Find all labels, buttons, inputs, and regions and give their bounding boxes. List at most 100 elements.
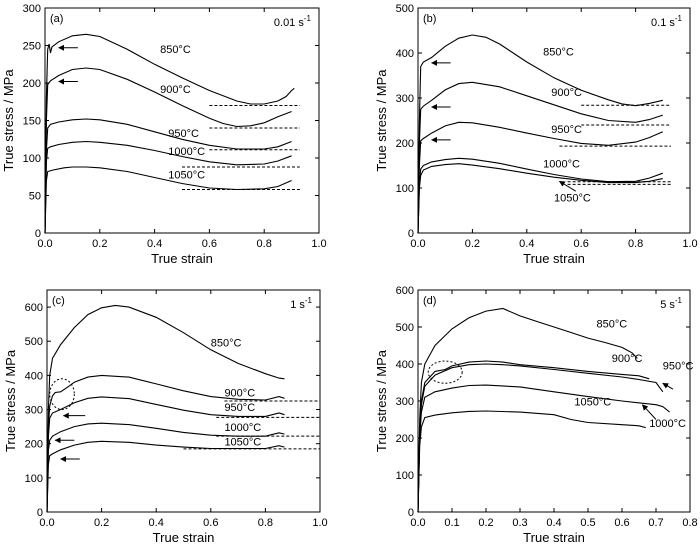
- series-line-1000c: [44, 140, 292, 234]
- x-tick-label: 0.4: [546, 517, 561, 529]
- plot-frame: [46, 289, 321, 513]
- series-label: 950°C: [551, 124, 582, 136]
- y-tick-label: 500: [396, 322, 414, 334]
- x-axis-label: True strain: [151, 251, 213, 266]
- x-tick-label: 0.2: [465, 238, 480, 250]
- series-line-950c: [417, 363, 664, 513]
- x-tick-label: 0.7: [648, 517, 663, 529]
- annotation-arrow: [641, 404, 657, 420]
- x-tick-label: 1.0: [311, 238, 326, 250]
- y-tick-label: 500: [396, 3, 414, 15]
- series-line-1050c: [46, 440, 285, 513]
- series-line-850c: [417, 307, 638, 513]
- x-tick-label: 0.4: [149, 517, 164, 529]
- series-line-900c: [46, 374, 285, 513]
- series-label: 1000°C: [168, 146, 205, 158]
- series-line-1050c: [417, 410, 646, 513]
- series-label: 850°C: [543, 46, 574, 58]
- y-tick-label: 200: [23, 78, 41, 90]
- series-line-950c: [44, 118, 292, 234]
- panel-c: 0.0 0.2 0.4 0.6 0.8 1.0 0 100 200 300 400 500 600 Tru…: [3, 289, 328, 545]
- x-tick-label: 0.0: [37, 238, 52, 250]
- series-line-1050c: [44, 166, 292, 234]
- rate-exponent: -1: [304, 14, 312, 23]
- series-label: 850°C: [597, 319, 628, 331]
- rate-value: 5: [660, 299, 666, 311]
- x-tick-label: 0.8: [628, 238, 643, 250]
- strain-rate-label: 0.1 s-1: [651, 14, 683, 29]
- series-label: 850°C: [160, 44, 191, 56]
- x-tick-label: 0.0: [410, 517, 425, 529]
- series-label: 900°C: [551, 87, 582, 99]
- series-label: 1000°C: [649, 418, 686, 430]
- series-label: 950°C: [224, 402, 255, 414]
- strain-rate-label: 1 s-1: [290, 296, 312, 311]
- series-label: 1050°C: [574, 396, 611, 408]
- series-line-850c: [417, 34, 663, 234]
- y-tick-label: 500: [25, 336, 43, 348]
- y-tick-label: 50: [29, 191, 41, 203]
- x-tick-label: 0.1: [444, 517, 459, 529]
- series-label: 950°C: [663, 361, 694, 373]
- panel-label: (d): [423, 295, 436, 307]
- rate-exponent: -1: [305, 296, 313, 305]
- x-tick-label: 0.4: [147, 238, 162, 250]
- y-tick-label: 100: [25, 473, 43, 485]
- rate-value: 0.01: [274, 17, 295, 29]
- series-line-900c: [417, 81, 663, 234]
- y-tick-label: 250: [23, 41, 41, 53]
- y-tick-label: 400: [396, 359, 414, 371]
- y-axis-label: True stress / MPa: [3, 349, 18, 452]
- y-axis-label: True stress / MPa: [374, 349, 389, 452]
- x-tick-label: 1.0: [682, 238, 697, 250]
- y-tick-label: 400: [25, 370, 43, 382]
- series-line-1000c: [417, 384, 670, 513]
- panel-a: 0.0 0.2 0.4 0.6 0.8 1.0 0 50 100 150 200 250 300 True…: [1, 3, 327, 266]
- x-tick-label: 0.6: [614, 517, 629, 529]
- y-tick-label: 300: [396, 93, 414, 105]
- series-line-850c: [46, 304, 285, 513]
- y-tick-label: 200: [396, 138, 414, 150]
- series-label: 1050°C: [554, 193, 591, 205]
- x-axis-label: True strain: [523, 530, 585, 545]
- series-label: 900°C: [224, 388, 255, 400]
- y-axis-label: True stress / MPa: [374, 69, 389, 172]
- x-tick-label: 0.2: [92, 238, 107, 250]
- x-tick-label: 0.0: [410, 238, 425, 250]
- x-tick-label: 1.0: [312, 517, 327, 529]
- rate-value: 0.1: [651, 17, 666, 29]
- series-line-900c: [44, 67, 292, 234]
- highlight-ellipse: [427, 360, 463, 384]
- y-tick-label: 100: [396, 470, 414, 482]
- series-label: 1050°C: [168, 169, 205, 181]
- series-line-950c: [46, 396, 285, 513]
- series-line-950c: [417, 121, 664, 234]
- plot-frame: [417, 289, 691, 513]
- series-line-850c: [44, 33, 295, 234]
- series-line-1050c: [417, 163, 663, 234]
- y-tick-label: 200: [25, 439, 43, 451]
- y-tick-label: 0: [408, 507, 414, 519]
- panel-label: (b): [423, 13, 436, 25]
- y-tick-label: 200: [396, 433, 414, 445]
- x-tick-label: 0.2: [478, 517, 493, 529]
- x-tick-label: 0.6: [203, 517, 218, 529]
- series-label: 900°C: [612, 353, 643, 365]
- rate-unit: s: [298, 17, 304, 29]
- y-tick-label: 300: [25, 405, 43, 417]
- y-tick-label: 150: [23, 116, 41, 128]
- plot-frame: [44, 7, 320, 234]
- y-tick-label: 300: [23, 3, 41, 15]
- series-line-1000c: [417, 157, 663, 234]
- y-tick-label: 300: [396, 396, 414, 408]
- plot-frame: [417, 7, 691, 234]
- y-tick-label: 400: [396, 48, 414, 60]
- rate-exponent: -1: [675, 296, 683, 305]
- panel-d: 0.0 0.1 0.2 0.3 0.4 0.5 0.6 0.7 0.8 0 100 200 300 400…: [374, 285, 698, 545]
- series-label: 900°C: [160, 84, 191, 96]
- panel-label: (a): [50, 13, 63, 25]
- x-tick-label: 0.0: [39, 517, 54, 529]
- x-axis-label: True strain: [523, 251, 585, 266]
- x-tick-label: 0.3: [512, 517, 527, 529]
